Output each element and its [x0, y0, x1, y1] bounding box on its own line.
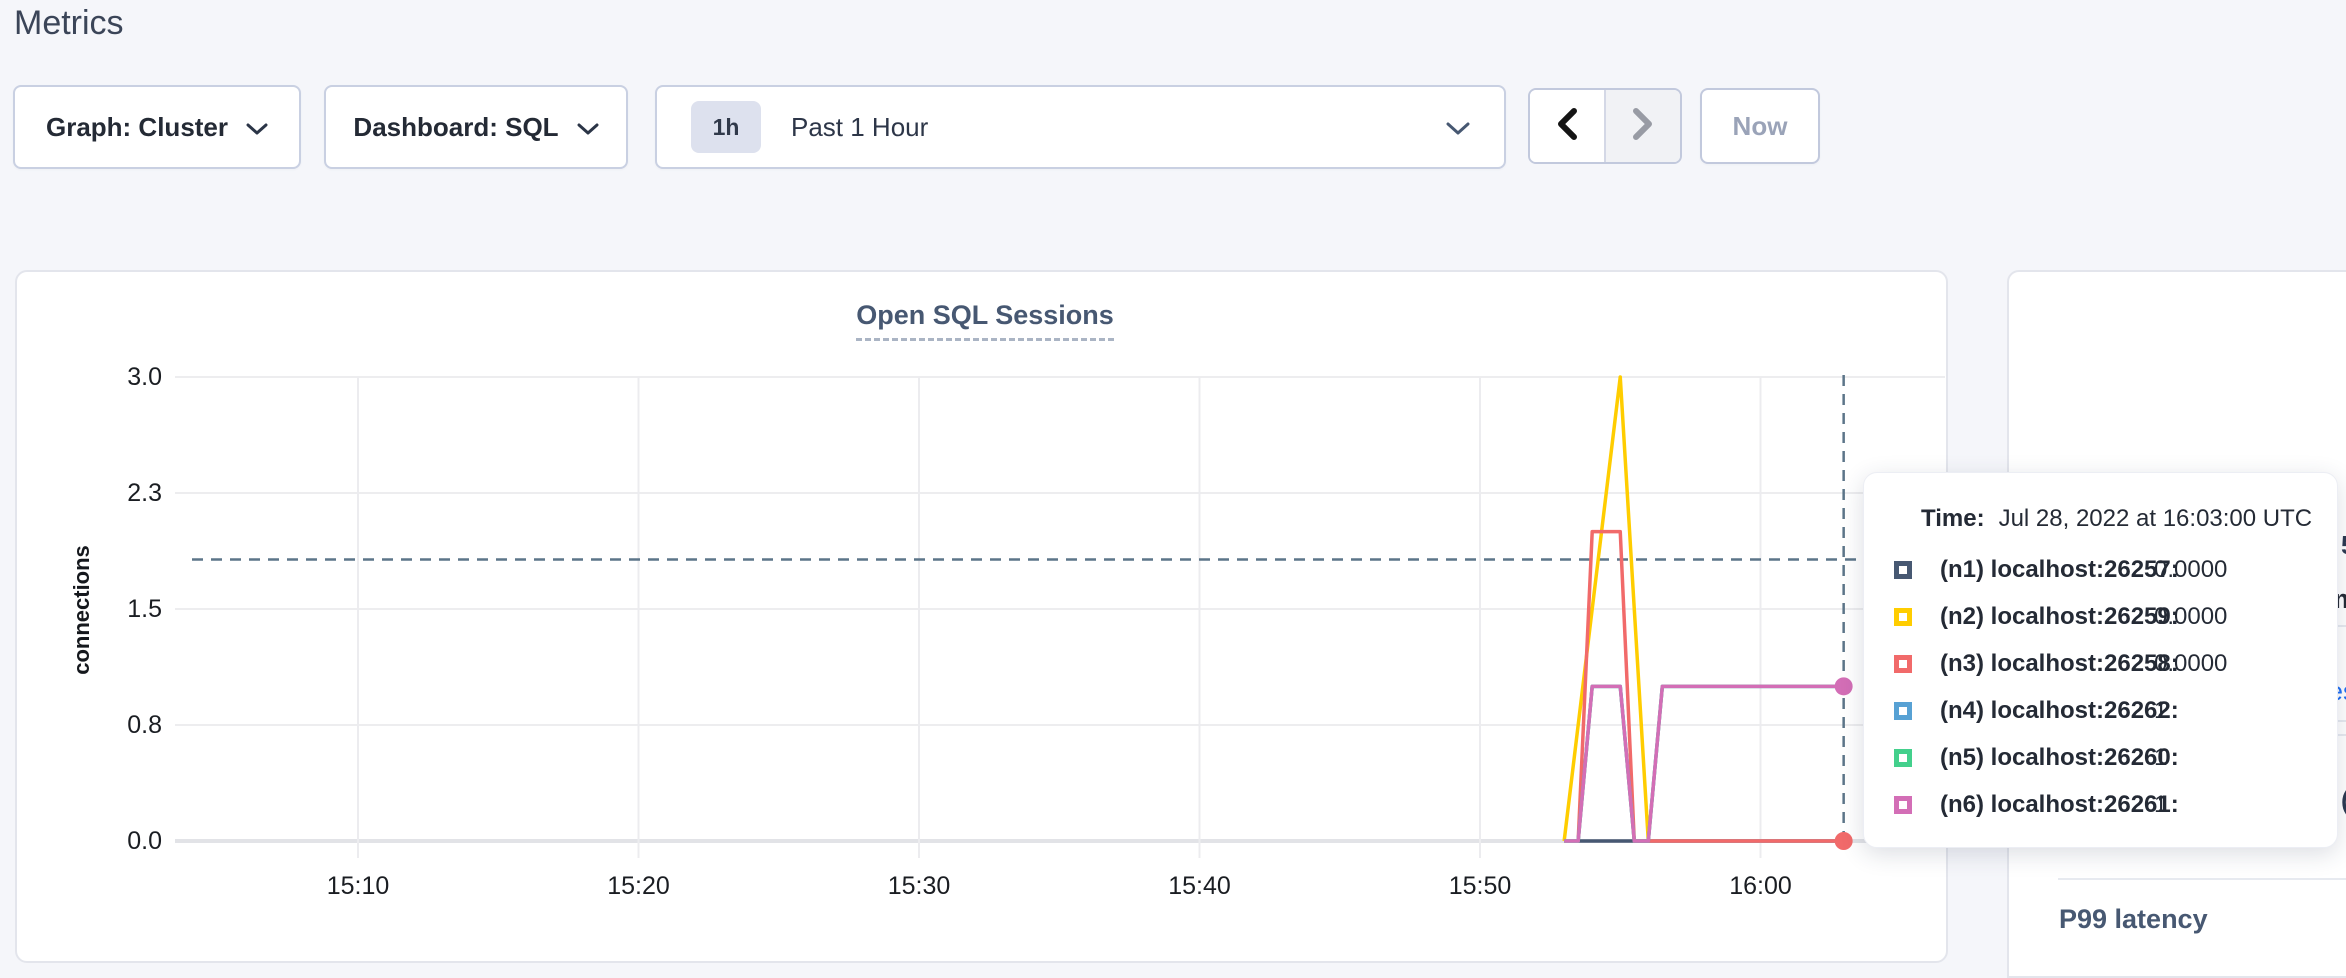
tooltip-row-n6: (n6) localhost:26261: 1 — [1894, 781, 2337, 828]
time-step-back-button[interactable] — [1530, 90, 1606, 162]
tooltip-series-value: 1 — [2154, 743, 2168, 771]
page-title: Metrics — [14, 4, 124, 42]
tooltip-series-value: 1 — [2154, 790, 2168, 818]
graph-dropdown-label: Graph: Cluster — [45, 111, 229, 142]
chevron-right-icon — [1629, 106, 1657, 147]
series-swatch-icon — [1894, 701, 1912, 720]
series-swatch-icon — [1894, 560, 1912, 579]
tooltip-series-label: (n6) localhost:26261: — [1940, 790, 2179, 818]
time-step-group — [1528, 88, 1682, 164]
dashboard-dropdown[interactable]: Dashboard: SQL — [324, 85, 628, 169]
tooltip-series-value: 1 — [2154, 696, 2168, 724]
time-step-forward-button[interactable] — [1606, 90, 1680, 162]
tooltip-time-value: Jul 28, 2022 at 16:03:00 UTC — [1998, 505, 2313, 532]
tooltip-series-label: (n5) localhost:26260: — [1940, 743, 2179, 771]
series-swatch-icon — [1894, 748, 1912, 767]
tooltip-row-n4: (n4) localhost:26262: 1 — [1894, 687, 2337, 734]
tooltip-time-row: Time: Jul 28, 2022 at 16:03:00 UTC — [1921, 499, 2337, 539]
time-range-badge: 1h — [691, 101, 761, 153]
chevron-left-icon — [1553, 106, 1581, 147]
series-swatch-icon — [1894, 795, 1912, 814]
time-range-label: Past 1 Hour — [791, 111, 929, 142]
series-swatch-icon — [1894, 654, 1912, 673]
graph-dropdown[interactable]: Graph: Cluster — [13, 85, 301, 169]
sidebar-edge-fragment: ( — [2341, 785, 2346, 816]
chart-title[interactable]: Open SQL Sessions — [856, 300, 1114, 341]
chevron-down-icon — [577, 112, 599, 143]
tooltip-row-n1: (n1) localhost:26257: 0.0000 — [1894, 546, 2337, 593]
open-sql-sessions-chart-card — [15, 270, 1948, 963]
chart-title-wrap: Open SQL Sessions — [175, 300, 1795, 341]
tooltip-row-n2: (n2) localhost:26259: 0.0000 — [1894, 593, 2337, 640]
tooltip-series-label: (n1) localhost:26257: — [1940, 555, 2179, 583]
tooltip-series-value: 0.0000 — [2154, 555, 2228, 583]
tooltip-row-n5: (n5) localhost:26260: 1 — [1894, 734, 2337, 781]
chevron-down-icon — [246, 112, 268, 143]
tooltip-row-n3: (n3) localhost:26258: 0.0000 — [1894, 640, 2337, 687]
tooltip-series-label: (n3) localhost:26258: — [1940, 649, 2179, 677]
series-swatch-icon — [1894, 607, 1912, 626]
tooltip-series-label: (n2) localhost:26259: — [1940, 602, 2179, 630]
tooltip-series-label: (n4) localhost:26262: — [1940, 696, 2179, 724]
tooltip-time-label: Time: — [1921, 505, 1985, 532]
p99-latency-label: P99 latency — [2059, 904, 2208, 934]
tooltip-series-value: 0.0000 — [2154, 649, 2228, 677]
y-axis-label: connections — [69, 545, 94, 675]
time-range-selector[interactable]: 1h Past 1 Hour — [655, 85, 1506, 169]
sidebar-divider — [2058, 878, 2346, 880]
chart-hover-tooltip: Time: Jul 28, 2022 at 16:03:00 UTC (n1) … — [1863, 472, 2338, 848]
tooltip-series-value: 0.0000 — [2154, 602, 2228, 630]
now-button[interactable]: Now — [1700, 88, 1820, 164]
chevron-down-icon — [1446, 112, 1470, 143]
dashboard-dropdown-label: Dashboard: SQL — [353, 111, 559, 142]
sidebar-edge-fragment: 5 — [2341, 530, 2346, 561]
